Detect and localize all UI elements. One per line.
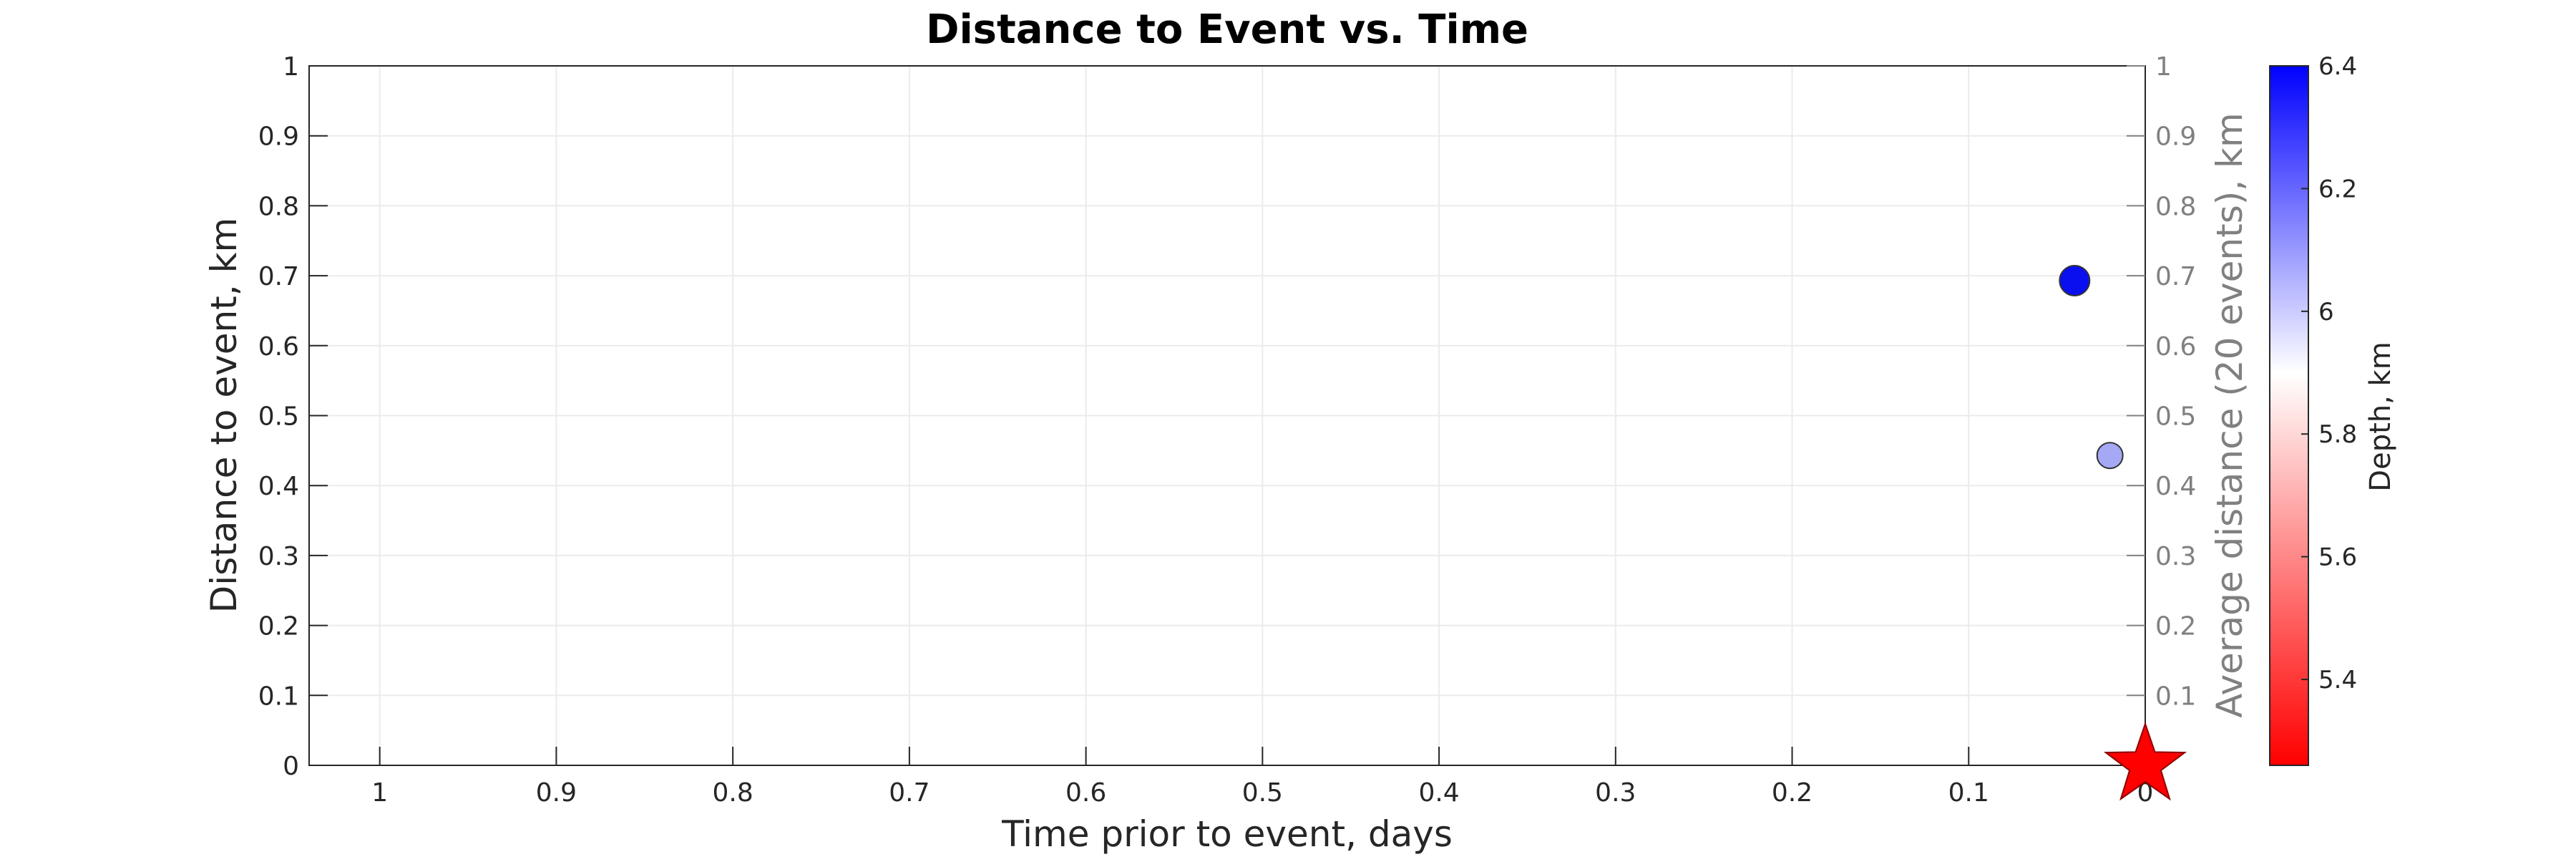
- x-tick-label: 0.9: [536, 778, 577, 808]
- chart-title: Distance to Event vs. Time: [926, 6, 1528, 53]
- y-tick-label: 0.7: [258, 262, 299, 291]
- colorbar-tick-label: 5.4: [2318, 666, 2357, 694]
- event-star: [2103, 721, 2187, 801]
- x-axis: 1 0.9 0.8 0.7 0.6 0.5 0.4 0.3 0.2 0.1 0: [371, 747, 2153, 808]
- y2-tick-label: 0.8: [2155, 192, 2196, 221]
- colorbar-tick-label: 6.2: [2318, 175, 2357, 203]
- y2-tick-label: 0.4: [2155, 472, 2196, 501]
- colorbar-gradient: [2269, 65, 2309, 766]
- y2-tick-label: 0.7: [2155, 262, 2196, 291]
- y2-tick-label: 0.3: [2155, 542, 2196, 571]
- colorbar-tick-label: 6: [2318, 298, 2334, 326]
- y-tick-label: 0.1: [258, 682, 299, 711]
- y-tick-label: 0.6: [258, 332, 299, 362]
- scatter-point: [2059, 264, 2091, 296]
- scatter-points: [2059, 264, 2124, 470]
- colorbar-tick-label: 5.8: [2318, 420, 2357, 449]
- grid-lines: [309, 65, 2146, 766]
- y-tick-label: 0.3: [258, 542, 299, 571]
- x-tick-label: 0.4: [1418, 778, 1459, 808]
- y-axis-label: Distance to event, km: [203, 218, 245, 613]
- y-axis-left: 0 0.1 0.2 0.3 0.4 0.5 0.6 0.7 0.8 0.9 1: [258, 52, 328, 781]
- y2-tick-label: 0.9: [2155, 122, 2196, 152]
- y-tick-label: 1: [283, 52, 299, 82]
- colorbar-label: Depth, km: [2364, 342, 2397, 491]
- colorbar-ticks: 5.4 5.6 5.8 6 6.2 6.4: [2301, 52, 2357, 694]
- x-tick-label: 0.5: [1242, 778, 1283, 808]
- y2-tick-label: 0.6: [2155, 332, 2196, 362]
- x-tick-label: 0.1: [1948, 778, 1989, 808]
- x-tick-label: 0.6: [1065, 778, 1106, 808]
- x-tick-label: 1: [371, 778, 388, 808]
- x-tick-label: 0.2: [1772, 778, 1813, 808]
- y2-axis-label: Average distance (20 events), km: [2209, 112, 2250, 717]
- event-marker: [2103, 721, 2187, 801]
- y2-tick-label: 0.2: [2155, 612, 2196, 641]
- x-tick-label: 0.3: [1595, 778, 1636, 808]
- x-axis-label: Time prior to event, days: [1001, 813, 1453, 855]
- colorbar: 5.4 5.6 5.8 6 6.2 6.4 Depth, km: [2269, 52, 2397, 766]
- y-tick-label: 0.8: [258, 192, 299, 221]
- x-tick-label: 0.7: [889, 778, 930, 808]
- x-tick-label: 0.8: [713, 778, 753, 808]
- y-tick-label: 0.2: [258, 612, 299, 641]
- colorbar-tick-label: 5.6: [2318, 543, 2357, 572]
- y-tick-label: 0: [283, 752, 299, 781]
- y2-tick-label: 0.5: [2155, 402, 2196, 432]
- x-tick-label: 0: [2137, 778, 2154, 808]
- y-axis-right: 0.1 0.2 0.3 0.4 0.5 0.6 0.7 0.8 0.9 1: [2127, 52, 2196, 711]
- y-tick-label: 0.9: [258, 122, 299, 152]
- scatter-point: [2096, 442, 2124, 470]
- y-tick-label: 0.5: [258, 402, 299, 432]
- y2-tick-label: 1: [2155, 52, 2172, 82]
- y-tick-label: 0.4: [258, 472, 299, 501]
- colorbar-tick-label: 6.4: [2318, 52, 2357, 81]
- y2-tick-label: 0.1: [2155, 682, 2196, 711]
